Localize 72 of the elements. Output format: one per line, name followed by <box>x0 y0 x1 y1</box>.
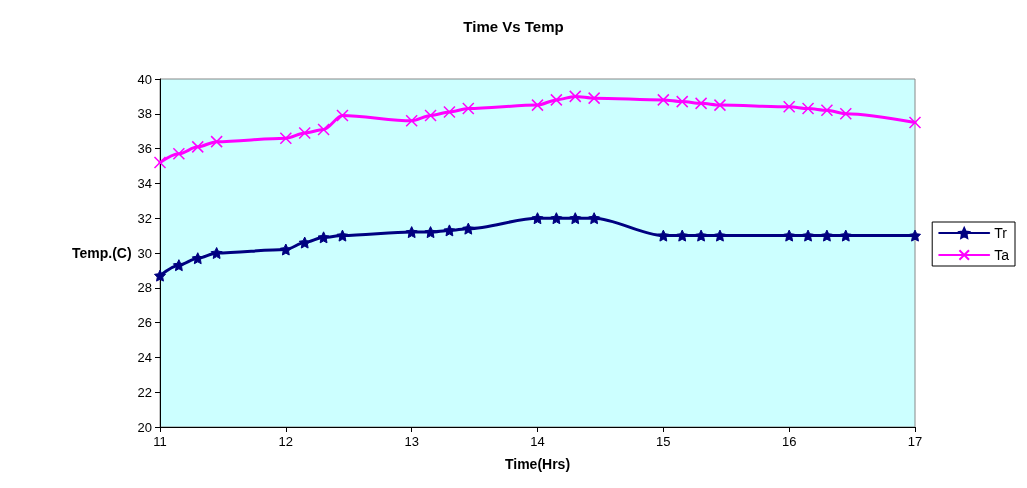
point <box>443 105 456 119</box>
point <box>191 252 204 265</box>
point <box>588 212 601 225</box>
point <box>801 102 815 115</box>
point <box>782 100 796 114</box>
y-tick-label: 34 <box>137 175 152 191</box>
legend-label: Tr <box>994 225 1008 241</box>
point <box>462 222 475 235</box>
y-tick-label: 38 <box>137 106 152 122</box>
point <box>802 229 815 242</box>
y-tick-label: 24 <box>137 349 152 365</box>
point <box>587 91 601 105</box>
point <box>317 123 330 136</box>
chart-title: Time Vs Temp <box>463 18 564 35</box>
x-tick-label: 13 <box>404 434 419 449</box>
y-axis-title: Temp.(C) <box>72 245 132 261</box>
point <box>839 229 852 242</box>
point <box>839 107 853 121</box>
point <box>820 229 833 242</box>
x-tick-label: 14 <box>530 434 545 449</box>
point <box>675 95 689 108</box>
point <box>210 247 223 259</box>
point <box>909 229 921 242</box>
point <box>424 109 437 122</box>
y-tick-label: 30 <box>137 245 152 261</box>
point <box>713 98 727 112</box>
point <box>172 147 186 161</box>
x-axis-title: Time(Hrs) <box>504 456 571 472</box>
point <box>336 229 349 242</box>
point <box>550 212 563 225</box>
point <box>713 229 726 242</box>
y-tick-label: 40 <box>137 71 152 87</box>
y-tick-label: 28 <box>137 280 152 296</box>
point <box>820 104 834 117</box>
point <box>550 93 563 107</box>
x-tick-label: 17 <box>907 434 923 449</box>
legend-label: Ta <box>994 247 1010 263</box>
point <box>405 226 418 239</box>
y-tick-label: 20 <box>137 419 152 435</box>
point <box>191 140 204 154</box>
point <box>317 231 330 244</box>
point <box>443 224 456 237</box>
point <box>569 212 582 225</box>
point <box>908 116 922 129</box>
y-tick-label: 36 <box>137 141 152 157</box>
point <box>695 229 708 242</box>
y-tick-label: 26 <box>137 315 152 331</box>
point <box>154 269 166 282</box>
point <box>210 135 223 148</box>
point <box>279 131 293 145</box>
point <box>298 126 311 140</box>
y-tick-label: 32 <box>137 210 152 226</box>
point <box>153 156 167 169</box>
point <box>694 97 708 110</box>
point <box>676 229 689 242</box>
point <box>405 114 418 128</box>
x-tick-label: 12 <box>278 434 294 449</box>
point <box>657 229 670 242</box>
y-tick-label: 22 <box>137 384 152 400</box>
point <box>279 243 292 256</box>
point <box>531 98 544 112</box>
point <box>657 93 670 107</box>
x-tick-label: 15 <box>656 434 671 449</box>
x-tick-label: 11 <box>153 434 167 449</box>
point <box>424 226 437 239</box>
point <box>336 109 349 122</box>
point <box>462 102 475 115</box>
point <box>569 90 582 103</box>
point <box>783 229 796 242</box>
point <box>172 259 185 272</box>
x-tick-label: 16 <box>781 434 797 449</box>
point <box>531 212 544 225</box>
